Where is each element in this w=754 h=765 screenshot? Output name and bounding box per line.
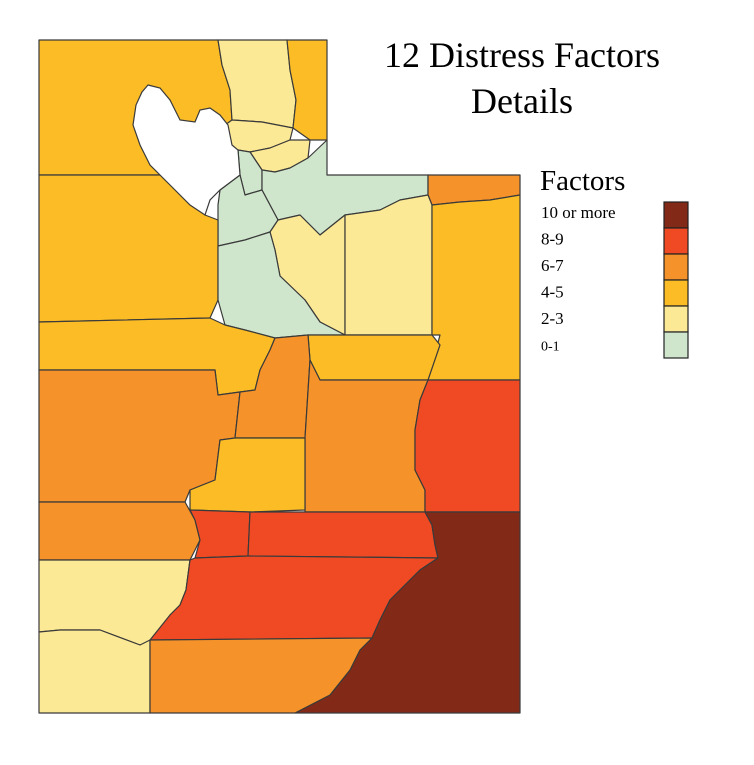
- legend-swatch: [663, 331, 689, 359]
- county-map: [38, 39, 521, 714]
- legend-label: 0-1: [541, 340, 560, 355]
- legend-swatch: [663, 227, 689, 255]
- title-line-2: Details: [471, 81, 573, 121]
- legend-label: 4-5: [541, 283, 564, 302]
- county-piute[interactable]: [189, 509, 251, 559]
- county-sanpete[interactable]: [234, 334, 311, 439]
- legend-label: 6-7: [541, 256, 564, 275]
- title-line-1: 12 Distress Factors: [384, 35, 660, 75]
- legend-title: Factors: [540, 165, 625, 197]
- county-grand[interactable]: [414, 379, 521, 513]
- county-emery[interactable]: [304, 359, 429, 513]
- legend-swatch: [663, 305, 689, 333]
- legend-swatch: [663, 253, 689, 281]
- county-rich[interactable]: [286, 39, 328, 141]
- county-san-juan[interactable]: [294, 511, 521, 714]
- county-uintah[interactable]: [427, 194, 521, 381]
- county-kane[interactable]: [149, 637, 373, 714]
- legend-label: 10 or more: [541, 203, 616, 222]
- legend-swatch: [663, 279, 689, 307]
- legend-label: 2-3: [541, 309, 564, 328]
- great-salt-lake: [132, 84, 241, 216]
- county-wayne[interactable]: [247, 511, 439, 559]
- county-washington[interactable]: [38, 629, 151, 714]
- county-beaver[interactable]: [38, 501, 201, 561]
- county-carbon[interactable]: [307, 334, 441, 381]
- legend-swatch: [663, 201, 689, 229]
- legend-label: 8-9: [541, 230, 564, 249]
- legend: Factors 10 or more 8-9 6-7 4-5 2-3 0-1: [540, 165, 689, 359]
- county-duchesne[interactable]: [344, 194, 433, 336]
